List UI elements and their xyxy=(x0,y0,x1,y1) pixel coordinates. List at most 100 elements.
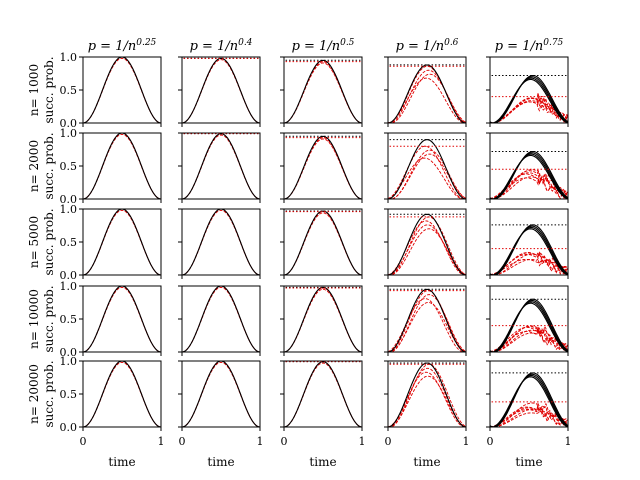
black-series-curve xyxy=(284,60,362,123)
black-series-curve xyxy=(284,136,362,199)
x-axis-label: time xyxy=(515,455,542,469)
red-series-curve xyxy=(182,287,260,352)
subplot xyxy=(83,361,161,431)
red-series-curve xyxy=(83,133,161,199)
y-axis-label: succ. prob. xyxy=(42,132,56,199)
y-tick-label: 0.5 xyxy=(60,313,78,326)
column-title-exponent: 0.4 xyxy=(238,38,253,48)
subplot-frame xyxy=(83,57,161,123)
column-title-exponent: 0.6 xyxy=(444,38,459,48)
x-tick-label: 1 xyxy=(158,435,165,448)
red-series-curve xyxy=(83,209,161,275)
red-series-curve xyxy=(182,286,260,352)
subplot xyxy=(280,133,362,203)
subplot xyxy=(178,286,260,356)
subplot xyxy=(486,209,568,279)
x-axis-label: time xyxy=(413,455,440,469)
red-series-curve xyxy=(182,135,260,199)
red-series-curve xyxy=(182,362,260,427)
column-title-base: p = 1/n xyxy=(190,39,239,54)
subplot xyxy=(384,361,466,431)
subplot xyxy=(280,286,362,356)
red-series-curve xyxy=(388,146,466,199)
y-tick-label: 1.0 xyxy=(60,203,78,216)
black-series-curve xyxy=(83,133,161,199)
x-axis-label: time xyxy=(309,455,336,469)
black-series-curve xyxy=(83,361,161,427)
subplot-frame xyxy=(182,361,260,427)
x-tick-label: 1 xyxy=(565,435,572,448)
column-title: p = 1/n0.25 xyxy=(88,38,157,54)
subplot xyxy=(486,286,568,356)
red-series-curve xyxy=(284,139,362,199)
black-series-curve xyxy=(83,286,161,352)
black-series-curve xyxy=(284,362,362,427)
y-tick-label: 0.5 xyxy=(60,84,78,97)
red-series-curve xyxy=(284,363,362,427)
subplot-frame xyxy=(284,361,362,427)
red-series-curve xyxy=(182,210,260,275)
subplot xyxy=(384,209,466,279)
subplot xyxy=(486,57,568,127)
red-series-curve xyxy=(83,286,161,352)
column-title-base: p = 1/n xyxy=(396,39,445,54)
subplot-frame xyxy=(388,133,466,199)
red-series-curve xyxy=(83,58,161,123)
subplot xyxy=(178,133,260,203)
subplot-frame xyxy=(284,57,362,123)
black-series-curve xyxy=(182,286,260,352)
subplot xyxy=(280,209,362,279)
red-series-curve xyxy=(388,376,466,427)
subplot xyxy=(83,209,161,279)
y-axis-label: succ. prob. xyxy=(42,360,56,427)
subplot xyxy=(178,57,260,127)
column-title-base: p = 1/n xyxy=(88,39,137,54)
column-title: p = 1/n0.75 xyxy=(495,38,564,54)
column-title: p = 1/n0.6 xyxy=(396,38,459,54)
x-tick-label: 1 xyxy=(359,435,366,448)
subplot xyxy=(486,133,568,203)
row-label: n= 5000 xyxy=(27,216,41,268)
y-axis-label: succ. prob. xyxy=(42,56,56,123)
y-tick-label: 0.5 xyxy=(60,160,78,173)
red-series-curve xyxy=(182,209,260,275)
subplot xyxy=(83,133,161,203)
subplot xyxy=(280,57,362,127)
red-series-curve xyxy=(284,138,362,199)
y-tick-label: 0.5 xyxy=(60,388,78,401)
red-series-curve xyxy=(284,289,362,352)
black-series-curve xyxy=(83,209,161,275)
y-tick-label: 0.0 xyxy=(60,421,78,434)
x-axis-label: time xyxy=(108,455,135,469)
red-series-curve xyxy=(83,362,161,427)
subplot-frame xyxy=(388,286,466,352)
black-series-curve xyxy=(83,57,161,123)
red-series-curve xyxy=(284,362,362,427)
row-label: n= 1000 xyxy=(27,64,41,116)
subplot-frame xyxy=(284,286,362,352)
x-tick-label: 1 xyxy=(257,435,264,448)
red-series-curve xyxy=(83,287,161,352)
y-tick-label: 0.5 xyxy=(60,236,78,249)
subplot-frame xyxy=(284,133,362,199)
x-tick-label: 0 xyxy=(179,435,186,448)
subplot xyxy=(178,361,260,431)
red-series-curve xyxy=(284,213,362,275)
subplot xyxy=(178,209,260,279)
x-tick-label: 0 xyxy=(281,435,288,448)
column-title-base: p = 1/n xyxy=(495,39,544,54)
column-title-base: p = 1/n xyxy=(292,39,341,54)
y-tick-label: 1.0 xyxy=(60,280,78,293)
red-series-curve xyxy=(284,288,362,352)
red-series-curve xyxy=(83,210,161,275)
red-series-curve xyxy=(388,291,466,352)
red-series-curve xyxy=(284,212,362,275)
subplot-frame xyxy=(182,209,260,275)
red-series-curve xyxy=(182,361,260,427)
x-tick-label: 1 xyxy=(463,435,470,448)
red-series-curve xyxy=(83,361,161,427)
x-tick-label: 0 xyxy=(385,435,392,448)
x-axis-label: time xyxy=(207,455,234,469)
column-title-exponent: 0.5 xyxy=(340,38,355,48)
